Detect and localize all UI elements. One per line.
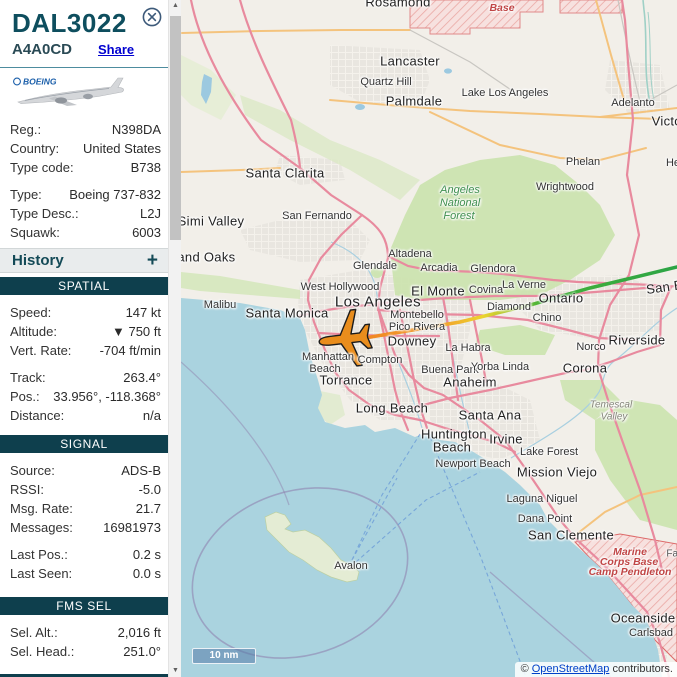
- detail-row: Last Seen: 0.0 s: [10, 565, 161, 581]
- icao-hex: A4A0CD: [12, 41, 73, 58]
- detail-row: Source: ADS-B: [10, 462, 161, 478]
- secondary-roads: [409, 0, 677, 106]
- detail-row: Last Pos.: 0.2 s: [10, 546, 161, 562]
- ferry-routes: [351, 433, 527, 677]
- detail-row: Reg.: N398DA: [10, 121, 161, 137]
- map-viewport[interactable]: Rosamond Base Lancaster Quartz Hill Palmdale…: [181, 0, 677, 677]
- catalina-island: [264, 511, 360, 583]
- boeing-logo: BOEING: [23, 77, 57, 87]
- share-link[interactable]: Share: [98, 42, 135, 57]
- detail-row: Sel. Alt.: 2,016 ft: [10, 624, 161, 640]
- forest-areas: [181, 55, 677, 530]
- section-header-signal: SIGNAL: [0, 435, 168, 453]
- osm-link[interactable]: OpenStreetMap: [531, 663, 610, 675]
- map-attribution: © OpenStreetMap contributors.: [514, 662, 677, 677]
- flight-track: [351, 265, 677, 342]
- aircraft-marker[interactable]: [316, 308, 374, 370]
- fms-rows: Sel. Alt.: 2,016 ft Sel. Head.: 251.0°: [0, 623, 168, 661]
- history-add-button[interactable]: +: [146, 249, 158, 271]
- callsign: DAL3022: [12, 8, 127, 38]
- detail-row: Sel. Head.: 251.0°: [10, 643, 161, 659]
- detail-row: Type Desc.: L2J: [10, 205, 161, 221]
- lakes: [201, 68, 452, 110]
- section-header-spatial: SPATIAL: [0, 277, 168, 295]
- military-zones: [409, 0, 677, 663]
- divider: [0, 67, 168, 68]
- signal-rows: Source: ADS-B RSSI: -5.0 Msg. Rate: 21.7 Me…: [0, 461, 168, 583]
- detail-row: Track: 263.4°: [10, 369, 161, 385]
- detail-row: Type: Boeing 737-832: [10, 186, 161, 202]
- detail-row: Squawk: 6003: [10, 224, 161, 240]
- map-canvas: [181, 0, 677, 677]
- detail-row: Msg. Rate: 21.7: [10, 500, 161, 516]
- history-title: History: [12, 252, 64, 269]
- aircraft-photo: BOEING: [8, 74, 136, 112]
- aircraft-info-panel: DAL3022 A4A0CD Share BOEING: [0, 0, 168, 677]
- spatial-rows: Speed: 147 kt Altitude: ▼ 750 ft Vert. Rat…: [0, 303, 168, 425]
- scrollbar-thumb[interactable]: [170, 16, 181, 240]
- detail-row: Pos.: 33.956°, -118.368°: [10, 388, 161, 404]
- detail-row: Speed: 147 kt: [10, 304, 161, 320]
- admin-boundaries: [181, 361, 612, 677]
- aircraft-details: Reg.: N398DA Country: United States Type c…: [0, 120, 168, 242]
- motorways: [189, 0, 677, 677]
- map-scale-bar: 10 nm: [192, 648, 256, 664]
- close-icon[interactable]: [141, 6, 163, 28]
- detail-row: Altitude: ▼ 750 ft: [10, 323, 161, 339]
- detail-row: Distance: n/a: [10, 407, 161, 423]
- history-section-header[interactable]: History +: [0, 248, 168, 273]
- scroll-down-arrow-icon[interactable]: ▼: [172, 667, 179, 674]
- detail-row: Vert. Rate: -704 ft/min: [10, 342, 161, 358]
- ocean: [181, 298, 662, 677]
- sidebar-scrollbar[interactable]: ▲ ▼: [168, 0, 181, 677]
- detail-row: Type code: B738: [10, 159, 161, 175]
- primary-roads: [181, 0, 677, 538]
- scroll-up-arrow-icon[interactable]: ▲: [172, 2, 179, 9]
- detail-row: Country: United States: [10, 140, 161, 156]
- detail-row: Messages: 16981973: [10, 519, 161, 535]
- section-header-fms-sel: FMS SEL: [0, 597, 168, 615]
- detail-row: RSSI: -5.0: [10, 481, 161, 497]
